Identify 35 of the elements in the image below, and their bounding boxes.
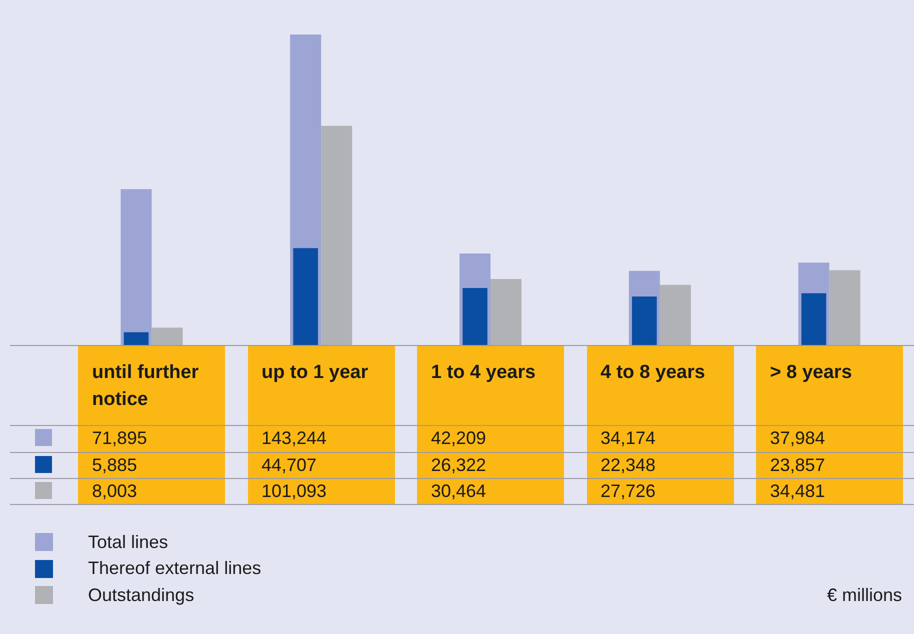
bar [660,284,691,345]
bar [152,328,183,345]
bar [829,270,860,345]
data-label: 30,464 [431,480,486,503]
bar [293,248,318,345]
bar [120,189,152,345]
data-label: 5,885 [92,454,138,476]
data-label: 101,093 [262,480,327,503]
x-tick-label: until further notice [92,361,200,412]
data-label: 42,209 [431,427,486,450]
data-label: 34,481 [770,480,826,503]
bar [801,293,826,345]
text: € millions [826,585,902,606]
bar [462,288,488,345]
data-label: 23,857 [770,454,826,476]
bar [124,332,149,345]
bar [632,296,657,345]
legend-label: Total lines [88,532,168,552]
data-label: 143,244 [262,427,327,450]
data-label: 26,322 [431,454,486,476]
x-tick-label: > 8 years [770,361,853,385]
x-tick-label: 1 to 4 years [431,361,537,385]
data-label: 34,174 [600,427,656,450]
x-tick-label: up to 1 year [262,361,370,385]
data-label: 8,003 [92,480,138,503]
data-label: 37,984 [770,427,826,450]
x-tick-label: 4 to 8 years [600,361,706,385]
legend-label: Thereof external lines [88,558,262,579]
data-label: 27,726 [600,480,656,503]
data-label: 44,707 [262,454,317,476]
data-label: 22,348 [600,454,656,476]
bar [321,126,352,345]
legend-label: Outstandings [88,584,194,606]
data-label: 71,895 [92,427,148,450]
bar [490,278,522,345]
